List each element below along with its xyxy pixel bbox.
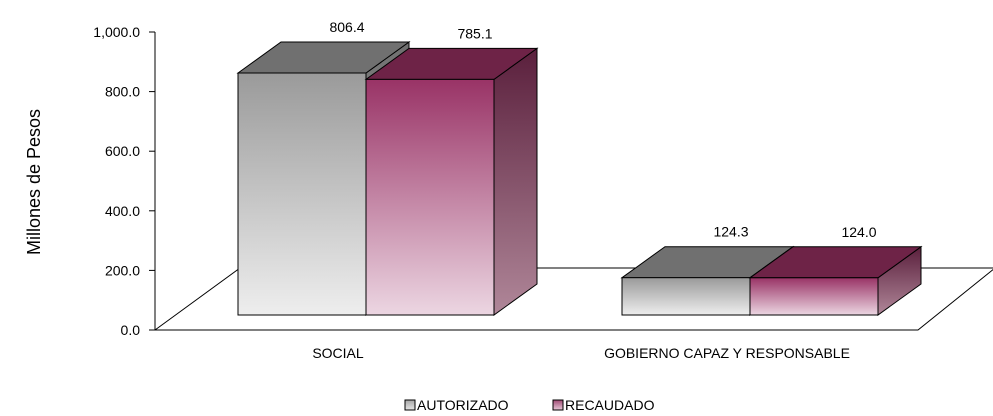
bar-recaudado-1 <box>748 245 923 316</box>
bar-front-face <box>237 72 367 316</box>
y-tick-label: 0.0 <box>121 322 141 338</box>
legend-item-autorizado: AUTORIZADO <box>404 397 509 413</box>
y-ticks: 0.0 200.0 400.0 600.0 800.0 1,000.0 <box>93 24 155 338</box>
category-label: GOBIERNO CAPAZ Y RESPONSABLE <box>604 345 850 361</box>
y-tick-label: 400.0 <box>105 203 140 219</box>
y-tick-label: 600.0 <box>105 143 140 159</box>
data-label: 806.4 <box>329 19 364 35</box>
bar-side-face <box>493 47 538 316</box>
bar-recaudado-0 <box>364 47 539 316</box>
y-tick-label: 800.0 <box>105 84 140 100</box>
legend-swatch-autorizado <box>404 399 416 411</box>
bars: 806.4 785.1 124.3 124.0 <box>236 19 923 316</box>
category-labels: SOCIAL GOBIERNO CAPAZ Y RESPONSABLE <box>312 345 850 361</box>
legend-item-recaudado: RECAUDADO <box>552 397 655 413</box>
bar-front-face <box>621 277 751 316</box>
y-tick-label: 1,000.0 <box>93 24 140 40</box>
legend-swatch-recaudado <box>552 399 564 411</box>
category-label: SOCIAL <box>312 345 364 361</box>
legend-label-recaudado: RECAUDADO <box>565 397 655 413</box>
legend-label-autorizado: AUTORIZADO <box>417 397 509 413</box>
bar-front-face <box>749 277 879 316</box>
y-tick-label: 200.0 <box>105 262 140 278</box>
data-label: 785.1 <box>457 25 492 41</box>
legend: AUTORIZADO RECAUDADO <box>404 397 655 413</box>
bar-front-face <box>365 78 495 316</box>
data-label: 124.0 <box>841 224 876 240</box>
data-label: 124.3 <box>713 224 748 240</box>
y-axis-title: Millones de Pesos <box>24 109 44 255</box>
